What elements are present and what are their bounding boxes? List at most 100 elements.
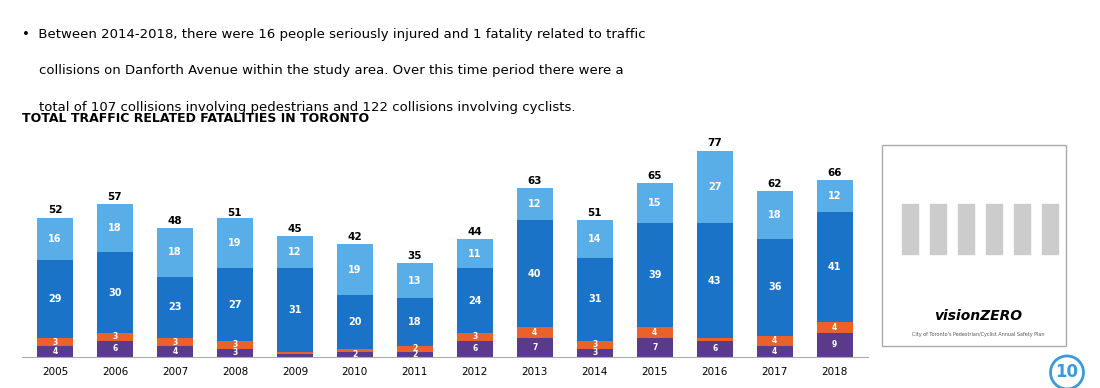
Bar — [757, 336, 793, 346]
Bar — [337, 244, 373, 295]
Text: 48: 48 — [167, 216, 183, 226]
Bar — [277, 354, 312, 357]
Text: 13: 13 — [408, 275, 421, 286]
Bar — [37, 338, 73, 346]
Text: 57: 57 — [108, 192, 122, 202]
Bar — [456, 341, 493, 357]
Bar — [277, 352, 312, 354]
Text: 11: 11 — [469, 249, 482, 259]
Bar — [816, 322, 853, 333]
Bar — [97, 252, 133, 333]
Bar — [637, 327, 673, 338]
Text: 7: 7 — [532, 343, 538, 352]
Text: 14: 14 — [588, 234, 602, 244]
Text: 19: 19 — [228, 238, 242, 248]
Bar — [157, 338, 192, 346]
Bar — [337, 352, 373, 357]
Text: 4: 4 — [772, 336, 778, 345]
Text: 15: 15 — [648, 198, 661, 208]
Bar — [37, 346, 73, 357]
Bar — [397, 352, 432, 357]
Text: 12: 12 — [528, 199, 541, 209]
Text: 6: 6 — [472, 345, 477, 353]
Text: 31: 31 — [588, 294, 602, 304]
Bar — [337, 295, 373, 349]
Bar — [816, 180, 853, 212]
Text: 2: 2 — [412, 345, 418, 353]
Bar — [902, 204, 918, 255]
Bar — [277, 268, 312, 352]
Text: 2: 2 — [412, 350, 418, 359]
Text: 77: 77 — [707, 139, 722, 148]
Text: 23: 23 — [168, 302, 182, 312]
Text: 19: 19 — [348, 265, 362, 275]
Bar — [757, 239, 793, 336]
Text: 62: 62 — [768, 178, 782, 189]
Text: 52: 52 — [47, 205, 63, 215]
Bar — [397, 263, 432, 298]
Text: 36: 36 — [768, 282, 781, 292]
Bar — [217, 268, 253, 341]
Text: 2: 2 — [352, 350, 358, 359]
Bar — [517, 327, 553, 338]
Text: 31: 31 — [288, 305, 301, 315]
Text: 30: 30 — [108, 288, 122, 298]
Bar — [517, 220, 553, 327]
Text: •  Between 2014-2018, there were 16 people seriously injured and 1 fatality rela: • Between 2014-2018, there were 16 peopl… — [22, 28, 646, 41]
Bar — [757, 191, 793, 239]
Bar — [696, 341, 733, 357]
Text: 4: 4 — [832, 323, 837, 332]
Bar — [816, 212, 853, 322]
Text: 12: 12 — [288, 248, 301, 257]
Bar — [397, 346, 432, 352]
Bar — [97, 333, 133, 341]
Bar — [37, 260, 73, 338]
Bar — [637, 183, 673, 223]
Bar — [696, 223, 733, 338]
Bar — [637, 223, 673, 327]
Text: visionZERO: visionZERO — [934, 309, 1022, 323]
Text: 66: 66 — [827, 168, 842, 178]
Text: 4: 4 — [772, 347, 778, 356]
Bar — [986, 204, 1002, 255]
Text: 29: 29 — [48, 294, 62, 304]
Bar — [757, 346, 793, 357]
Bar — [1014, 204, 1030, 255]
Text: 3: 3 — [173, 338, 177, 347]
Text: 43: 43 — [708, 275, 722, 286]
Text: 63: 63 — [528, 176, 542, 186]
Text: 45: 45 — [287, 224, 303, 234]
Bar — [576, 220, 613, 258]
Text: 6: 6 — [712, 345, 717, 353]
Text: City of Toronto's Pedestrian/Cyclist Annual Safety Plan: City of Toronto's Pedestrian/Cyclist Ann… — [912, 332, 1044, 337]
Text: 3: 3 — [592, 348, 597, 357]
Bar — [816, 333, 853, 357]
Text: 42: 42 — [348, 232, 362, 242]
Text: 20: 20 — [348, 317, 362, 327]
Bar — [97, 204, 133, 252]
Text: 65: 65 — [648, 171, 662, 180]
Text: 44: 44 — [468, 227, 482, 237]
Text: 39: 39 — [648, 270, 661, 280]
Text: 16: 16 — [48, 234, 62, 244]
Text: 3: 3 — [112, 333, 118, 341]
Text: 24: 24 — [469, 296, 482, 306]
Text: 4: 4 — [532, 328, 538, 337]
Bar — [397, 298, 432, 346]
Text: 51: 51 — [228, 208, 242, 218]
Text: 27: 27 — [708, 182, 722, 192]
Text: 18: 18 — [408, 317, 421, 327]
Bar — [97, 341, 133, 357]
Bar — [157, 228, 192, 277]
Bar — [696, 151, 733, 223]
FancyBboxPatch shape — [882, 145, 1066, 346]
Bar — [456, 333, 493, 341]
Bar — [958, 204, 975, 255]
Text: 41: 41 — [828, 262, 842, 272]
Text: 3: 3 — [592, 340, 597, 350]
Bar — [217, 341, 253, 349]
Bar — [157, 346, 192, 357]
Text: 4: 4 — [173, 347, 177, 356]
Text: TOTAL TRAFFIC RELATED FATALITIES IN TORONTO: TOTAL TRAFFIC RELATED FATALITIES IN TORO… — [22, 112, 370, 125]
Text: 4: 4 — [652, 328, 658, 337]
